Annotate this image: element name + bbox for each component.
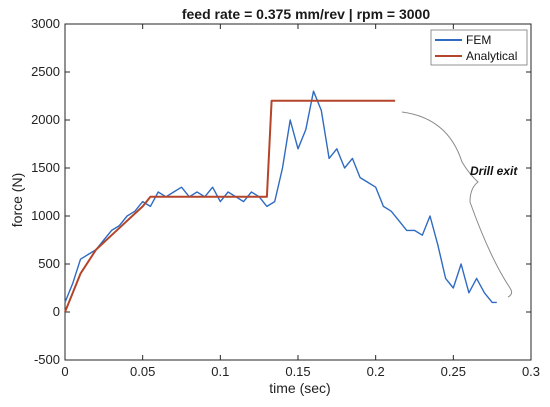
x-tick-label: 0.05 [130,364,155,379]
legend-box [430,29,528,66]
x-tick-label: 0.15 [285,364,310,379]
chart-title: feed rate = 0.375 mm/rev | rpm = 3000 [182,6,431,22]
legend: FEM Analytical [430,29,528,66]
y-tick-label: 2000 [31,112,60,127]
series-layer [64,90,497,313]
x-tick-label: 0.3 [522,364,540,379]
drill-exit-brace [401,111,513,298]
y-tick-label: -500 [34,352,60,367]
drill-exit-annotation: Drill exit [470,164,518,178]
legend-label-analytical: Analytical [466,49,517,63]
x-axis-ticks: 0 0.05 0.1 0.15 0.2 0.25 0.3 [61,24,540,379]
legend-label-fem: FEM [466,33,491,47]
x-tick-label: 0.2 [367,364,385,379]
series-line-fem [64,90,497,304]
y-axis-ticks: -500 0 500 1000 1500 2000 2500 3000 [31,16,531,367]
x-tick-label: 0 [61,364,68,379]
y-tick-label: 1500 [31,160,60,175]
y-tick-label: 3000 [31,16,60,31]
y-tick-label: 1000 [31,208,60,223]
x-axis-label: time (sec) [269,380,330,396]
y-axis-label: force (N) [9,173,25,227]
x-tick-label: 0.1 [211,364,229,379]
x-tick-label: 0.25 [441,364,466,379]
y-tick-label: 2500 [31,64,60,79]
plot-area [64,23,532,361]
y-tick-label: 0 [53,304,60,319]
y-tick-label: 500 [38,256,60,271]
series-line-analytical [64,99,396,313]
